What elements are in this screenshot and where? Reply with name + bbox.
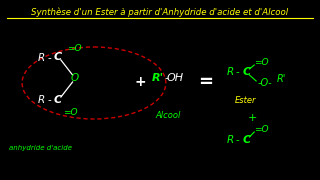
Text: +: + [248, 113, 257, 123]
Text: =O: =O [63, 107, 77, 116]
Text: anhydride d'acide: anhydride d'acide [9, 145, 72, 151]
Text: +: + [135, 75, 146, 89]
Text: -: - [47, 95, 51, 105]
Text: -: - [165, 73, 169, 83]
Text: C: C [242, 135, 251, 145]
Text: R': R' [276, 74, 286, 84]
Text: C: C [54, 52, 62, 62]
Text: R': R' [152, 73, 164, 83]
Text: Synthèse d'un Ester à partir d'Anhydride d'acide et d'Alcool: Synthèse d'un Ester à partir d'Anhydride… [31, 7, 289, 17]
Text: OH: OH [167, 73, 184, 83]
Text: C: C [54, 95, 62, 105]
Text: -: - [236, 67, 240, 77]
Text: -: - [47, 53, 51, 63]
Text: =O: =O [67, 44, 81, 53]
Text: C: C [242, 67, 251, 77]
Text: =O: =O [254, 57, 269, 66]
Text: R: R [226, 135, 234, 145]
Text: R: R [38, 95, 45, 105]
Text: O: O [70, 73, 79, 83]
Text: Alcool: Alcool [155, 111, 180, 120]
Text: R: R [38, 53, 45, 63]
Text: =O: =O [254, 125, 269, 134]
Text: -: - [236, 135, 240, 145]
Text: =: = [198, 73, 213, 91]
Text: Ester: Ester [235, 96, 256, 105]
Text: R: R [226, 67, 234, 77]
Text: -O-: -O- [257, 78, 272, 88]
